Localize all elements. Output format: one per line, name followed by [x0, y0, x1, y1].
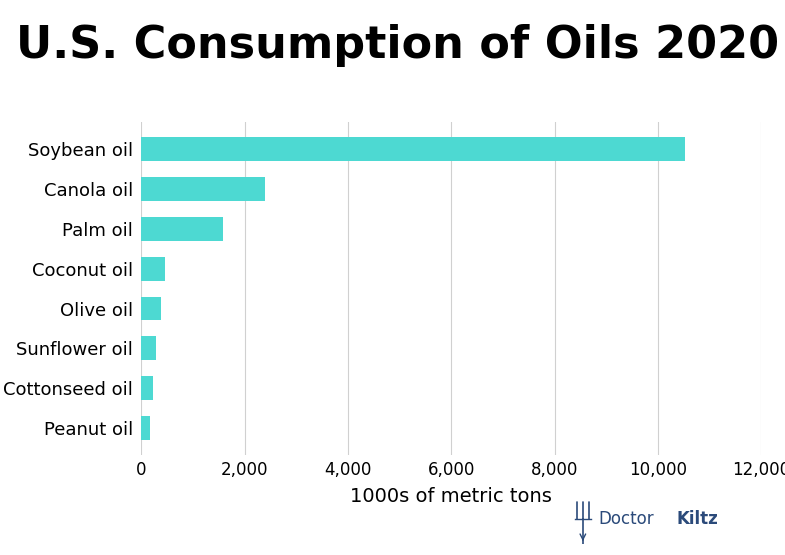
- Bar: [141, 257, 165, 281]
- Text: Doctor: Doctor: [598, 510, 654, 528]
- Bar: [141, 416, 150, 440]
- X-axis label: 1000s of metric tons: 1000s of metric tons: [350, 487, 553, 506]
- Text: Kiltz: Kiltz: [677, 510, 718, 528]
- Bar: [141, 376, 152, 400]
- Bar: [141, 336, 155, 360]
- Bar: [141, 217, 223, 241]
- Text: U.S. Consumption of Oils 2020: U.S. Consumption of Oils 2020: [16, 24, 779, 67]
- Bar: [141, 177, 265, 201]
- Bar: [141, 296, 162, 320]
- Bar: [141, 137, 685, 161]
